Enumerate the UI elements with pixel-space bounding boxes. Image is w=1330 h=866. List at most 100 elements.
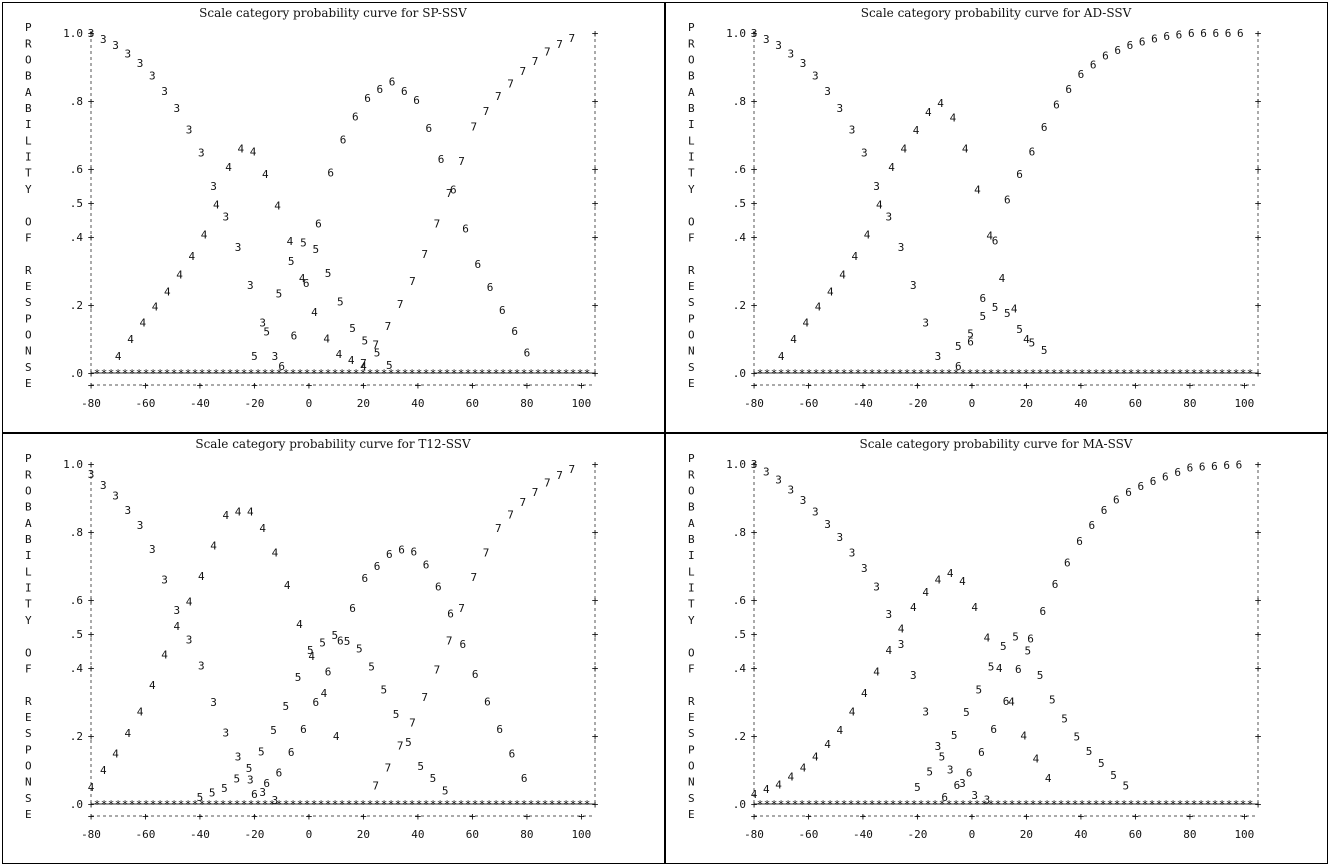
point-4: 4	[778, 350, 785, 363]
baseline-star: *	[1163, 798, 1170, 811]
baseline-star: *	[1240, 367, 1247, 380]
side-letter: O	[688, 215, 695, 228]
side-letter: Y	[688, 614, 695, 627]
point-4: 4	[886, 644, 893, 657]
point-6: 6	[1076, 535, 1083, 548]
baseline-star: *	[409, 798, 416, 811]
point-3: 3	[763, 466, 770, 479]
point-3: 3	[149, 543, 156, 556]
baseline-star: *	[841, 798, 848, 811]
point-5: 5	[344, 635, 351, 648]
point-4: 4	[186, 595, 193, 608]
baseline-star: *	[234, 798, 241, 811]
chart-panel-1: Scale category probability curve for SP-…	[2, 2, 665, 433]
point-4: 4	[751, 788, 758, 801]
baseline-star: *	[199, 798, 206, 811]
x-tick-label: 100	[1234, 828, 1254, 841]
baseline-star: *	[792, 798, 799, 811]
baseline-star: *	[827, 367, 834, 380]
point-5: 5	[300, 236, 307, 249]
point-4: 4	[864, 229, 871, 242]
baseline-star: *	[1065, 798, 1072, 811]
y-tick-label: .0	[70, 798, 83, 811]
point-4: 4	[999, 272, 1006, 285]
baseline-star: *	[1128, 367, 1135, 380]
point-4: 4	[88, 781, 95, 794]
point-4: 4	[1020, 729, 1027, 742]
x-tick-mark: +	[914, 810, 921, 823]
point-3: 3	[124, 48, 131, 61]
point-6: 6	[401, 85, 408, 98]
baseline-star: *	[988, 367, 995, 380]
x-tick-mark: +	[88, 379, 95, 392]
y-tick-mark-right: +	[1255, 163, 1262, 176]
point-6: 6	[1052, 578, 1059, 591]
side-letter: E	[25, 711, 32, 724]
point-5: 5	[926, 766, 933, 779]
side-letter: S	[25, 296, 32, 309]
point-5: 5	[349, 322, 356, 335]
point-7: 7	[495, 522, 502, 535]
chart-title: Scale category probability curve for AD-…	[861, 6, 1132, 20]
baseline-star: *	[493, 367, 500, 380]
point-4: 4	[851, 250, 858, 263]
x-tick-label: -20	[908, 397, 928, 410]
side-letter: I	[688, 549, 695, 562]
baseline-star: *	[542, 367, 549, 380]
y-tick-mark-right: +	[592, 231, 599, 244]
x-tick-label: 60	[1129, 828, 1142, 841]
side-letter: E	[688, 711, 695, 724]
baseline-star: *	[1002, 367, 1009, 380]
baseline-star: *	[960, 367, 967, 380]
y-tick-label: .4	[733, 662, 747, 675]
point-6: 6	[1078, 68, 1085, 81]
baseline-star: *	[785, 798, 792, 811]
side-letter: S	[688, 296, 695, 309]
point-4: 4	[849, 706, 856, 719]
point-3: 3	[186, 124, 193, 137]
baseline-star: *	[1156, 798, 1163, 811]
y-tick-mark: +	[88, 526, 95, 539]
y-tick-mark: +	[751, 662, 758, 675]
baseline-star: *	[1149, 367, 1156, 380]
point-6: 6	[423, 559, 430, 572]
point-6: 6	[411, 545, 418, 558]
point-3: 3	[812, 506, 819, 519]
point-6: 6	[1029, 145, 1036, 158]
point-6: 6	[941, 791, 948, 804]
point-5: 5	[246, 762, 253, 775]
side-letter: S	[688, 792, 695, 805]
point-3: 3	[812, 70, 819, 83]
y-tick-mark-right: +	[592, 458, 599, 471]
x-tick-mark: +	[469, 810, 476, 823]
baseline-star: *	[311, 367, 318, 380]
side-letter: I	[688, 151, 695, 164]
chart-svg: Scale category probability curve for AD-…	[688, 6, 1262, 410]
side-letter: O	[688, 485, 695, 498]
baseline-star: *	[444, 367, 451, 380]
side-letter: R	[25, 695, 32, 708]
point-3: 3	[898, 241, 905, 254]
baseline-star: *	[827, 798, 834, 811]
point-4: 4	[100, 764, 107, 777]
point-4: 4	[274, 199, 281, 212]
y-tick-mark: +	[751, 95, 758, 108]
point-3: 3	[272, 350, 279, 363]
point-6: 6	[992, 234, 999, 247]
point-3: 3	[198, 146, 205, 159]
baseline-star: *	[416, 367, 423, 380]
baseline-star: *	[1142, 798, 1149, 811]
baseline-star: *	[472, 367, 479, 380]
baseline-star: *	[535, 367, 542, 380]
x-tick-label: 60	[466, 397, 479, 410]
baseline-star: *	[381, 798, 388, 811]
point-6: 6	[1237, 27, 1244, 40]
point-5: 5	[988, 660, 995, 673]
baseline-star: *	[1170, 367, 1177, 380]
point-6: 6	[1212, 27, 1219, 40]
point-6: 6	[978, 746, 985, 759]
y-tick-label: 1.0	[726, 458, 746, 471]
point-6: 6	[1176, 28, 1183, 41]
